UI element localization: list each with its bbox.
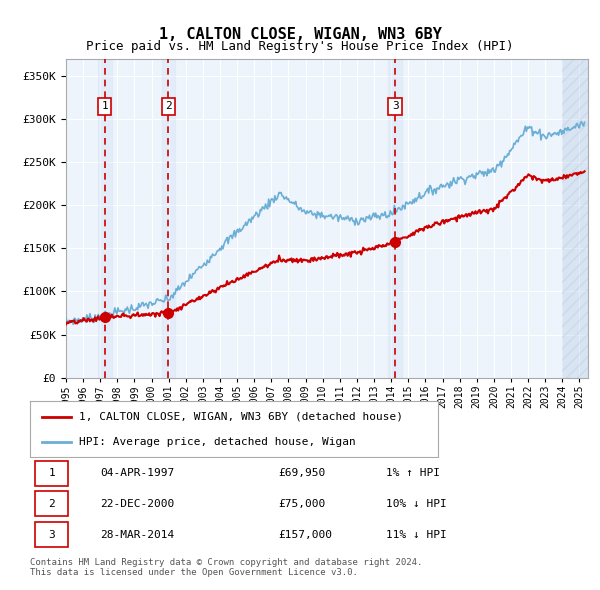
Text: 28-MAR-2014: 28-MAR-2014 <box>100 530 175 539</box>
Text: £75,000: £75,000 <box>278 499 326 509</box>
Text: 3: 3 <box>48 530 55 539</box>
Bar <box>98 59 112 378</box>
Text: 1, CALTON CLOSE, WIGAN, WN3 6BY (detached house): 1, CALTON CLOSE, WIGAN, WN3 6BY (detache… <box>79 412 403 422</box>
Text: HPI: Average price, detached house, Wigan: HPI: Average price, detached house, Wiga… <box>79 437 356 447</box>
Text: 22-DEC-2000: 22-DEC-2000 <box>100 499 175 509</box>
Text: £157,000: £157,000 <box>278 530 332 539</box>
Text: 2: 2 <box>48 499 55 509</box>
Bar <box>161 59 175 378</box>
Text: 1: 1 <box>101 101 108 112</box>
Text: 3: 3 <box>392 101 398 112</box>
Text: 10% ↓ HPI: 10% ↓ HPI <box>386 499 447 509</box>
Text: Price paid vs. HM Land Registry's House Price Index (HPI): Price paid vs. HM Land Registry's House … <box>86 40 514 53</box>
Bar <box>388 59 402 378</box>
FancyBboxPatch shape <box>35 491 68 516</box>
Text: 11% ↓ HPI: 11% ↓ HPI <box>386 530 447 539</box>
Text: Contains HM Land Registry data © Crown copyright and database right 2024.
This d: Contains HM Land Registry data © Crown c… <box>30 558 422 577</box>
Text: 04-APR-1997: 04-APR-1997 <box>100 468 175 478</box>
Bar <box>562 59 588 378</box>
Text: 1% ↑ HPI: 1% ↑ HPI <box>386 468 440 478</box>
Text: £69,950: £69,950 <box>278 468 326 478</box>
Text: 2: 2 <box>165 101 172 112</box>
FancyBboxPatch shape <box>35 522 68 547</box>
Text: 1, CALTON CLOSE, WIGAN, WN3 6BY: 1, CALTON CLOSE, WIGAN, WN3 6BY <box>158 27 442 41</box>
Text: 1: 1 <box>48 468 55 478</box>
FancyBboxPatch shape <box>35 461 68 486</box>
